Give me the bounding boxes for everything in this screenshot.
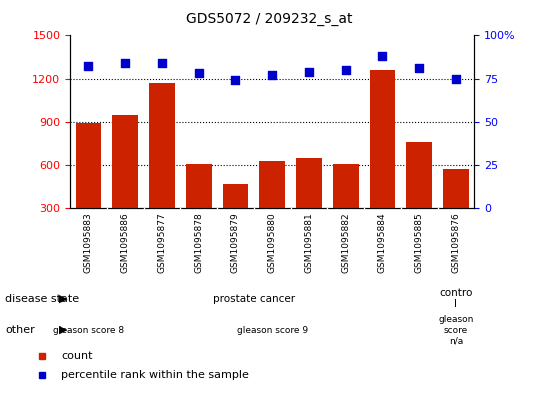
Bar [443,169,469,252]
Text: GSM1095881: GSM1095881 [305,212,314,273]
Text: gleason score 8: gleason score 8 [53,326,124,334]
Point [415,65,424,72]
Text: GDS5072 / 209232_s_at: GDS5072 / 209232_s_at [186,12,353,26]
Bar [149,83,175,252]
Bar [75,123,101,252]
Point [378,53,387,59]
Text: GSM1095879: GSM1095879 [231,212,240,273]
Text: ▶: ▶ [59,294,67,304]
Text: GSM1095878: GSM1095878 [194,212,203,273]
Text: GSM1095882: GSM1095882 [341,212,350,273]
Bar [406,142,432,252]
Text: GSM1095876: GSM1095876 [452,212,460,273]
Text: count: count [61,351,92,361]
Text: GSM1095883: GSM1095883 [84,212,93,273]
Text: other: other [5,325,35,335]
Point [268,72,277,78]
Bar [112,115,138,252]
Text: GSM1095877: GSM1095877 [157,212,167,273]
Text: GSM1095885: GSM1095885 [414,212,424,273]
Text: GSM1095886: GSM1095886 [121,212,130,273]
Text: disease state: disease state [5,294,80,304]
Point [452,75,460,82]
Text: prostate cancer: prostate cancer [213,294,295,304]
Bar [223,184,248,252]
Point [341,67,350,73]
Text: gleason
score
n/a: gleason score n/a [438,315,474,345]
Text: contro
l: contro l [439,288,473,309]
Text: ▶: ▶ [59,325,67,335]
Bar [296,158,322,252]
Point [195,70,203,77]
Bar [259,161,285,252]
Point [84,63,93,70]
Bar [186,163,211,252]
Point [157,60,166,66]
Text: gleason score 9: gleason score 9 [237,326,308,334]
Text: percentile rank within the sample: percentile rank within the sample [61,370,249,380]
Bar [370,70,395,252]
Bar [333,163,358,252]
Point [121,60,129,66]
Text: GSM1095880: GSM1095880 [268,212,277,273]
Point [231,77,240,83]
Point [305,68,313,75]
Text: GSM1095884: GSM1095884 [378,212,387,273]
